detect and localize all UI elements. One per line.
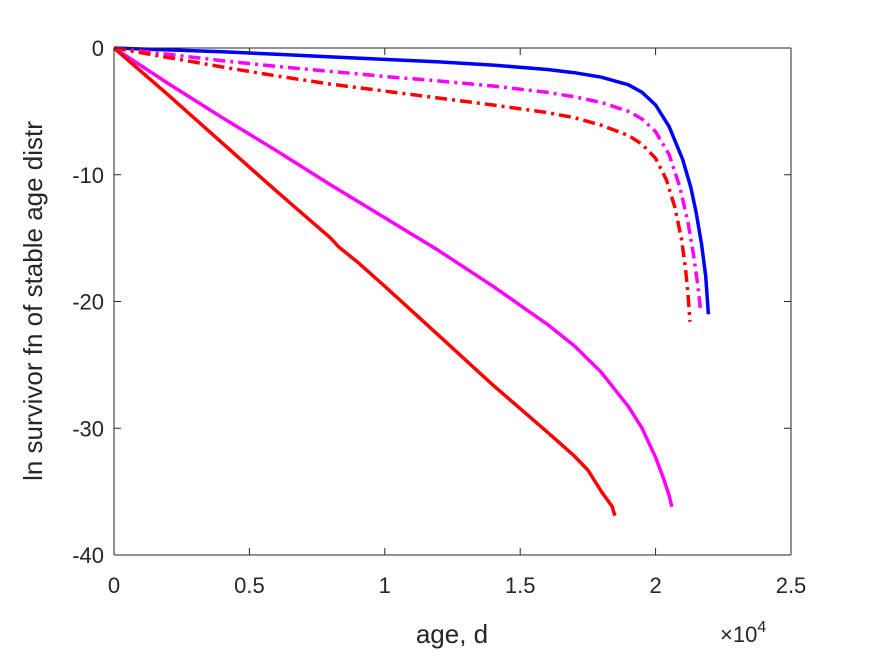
y-tick-label: 0 (92, 36, 104, 61)
x-tick-label: 2.5 (776, 573, 807, 598)
y-tick-label: -40 (72, 543, 104, 568)
x-axis-label: age, d (416, 619, 488, 649)
x-axis-exponent-power: 4 (757, 619, 766, 636)
series-line-2 (113, 46, 703, 308)
plot-area (114, 48, 791, 555)
series-line-5 (112, 46, 617, 517)
y-tick-label: -30 (72, 416, 104, 441)
x-tick-label: 2 (649, 573, 661, 598)
x-axis-exponent-base: ×10 (720, 622, 757, 647)
series-line-1 (113, 46, 711, 315)
x-tick-label: 0 (108, 573, 120, 598)
y-axis-label: ln survivor fn of stable age distr (18, 121, 48, 481)
x-tick-label: 1.5 (505, 573, 536, 598)
y-tick-label: -20 (72, 290, 104, 315)
series-line-3 (113, 46, 692, 322)
x-tick-label: 0.5 (234, 573, 265, 598)
y-tick-label: -10 (72, 163, 104, 188)
series-line-4 (113, 46, 674, 508)
x-axis-exponent: ×104 (720, 619, 766, 647)
series-layer (112, 46, 711, 517)
x-tick-label: 1 (379, 573, 391, 598)
ticks-layer: 0 0.5 1 1.5 2 2.5 0 -10 -20 -30 -40 (72, 36, 806, 598)
